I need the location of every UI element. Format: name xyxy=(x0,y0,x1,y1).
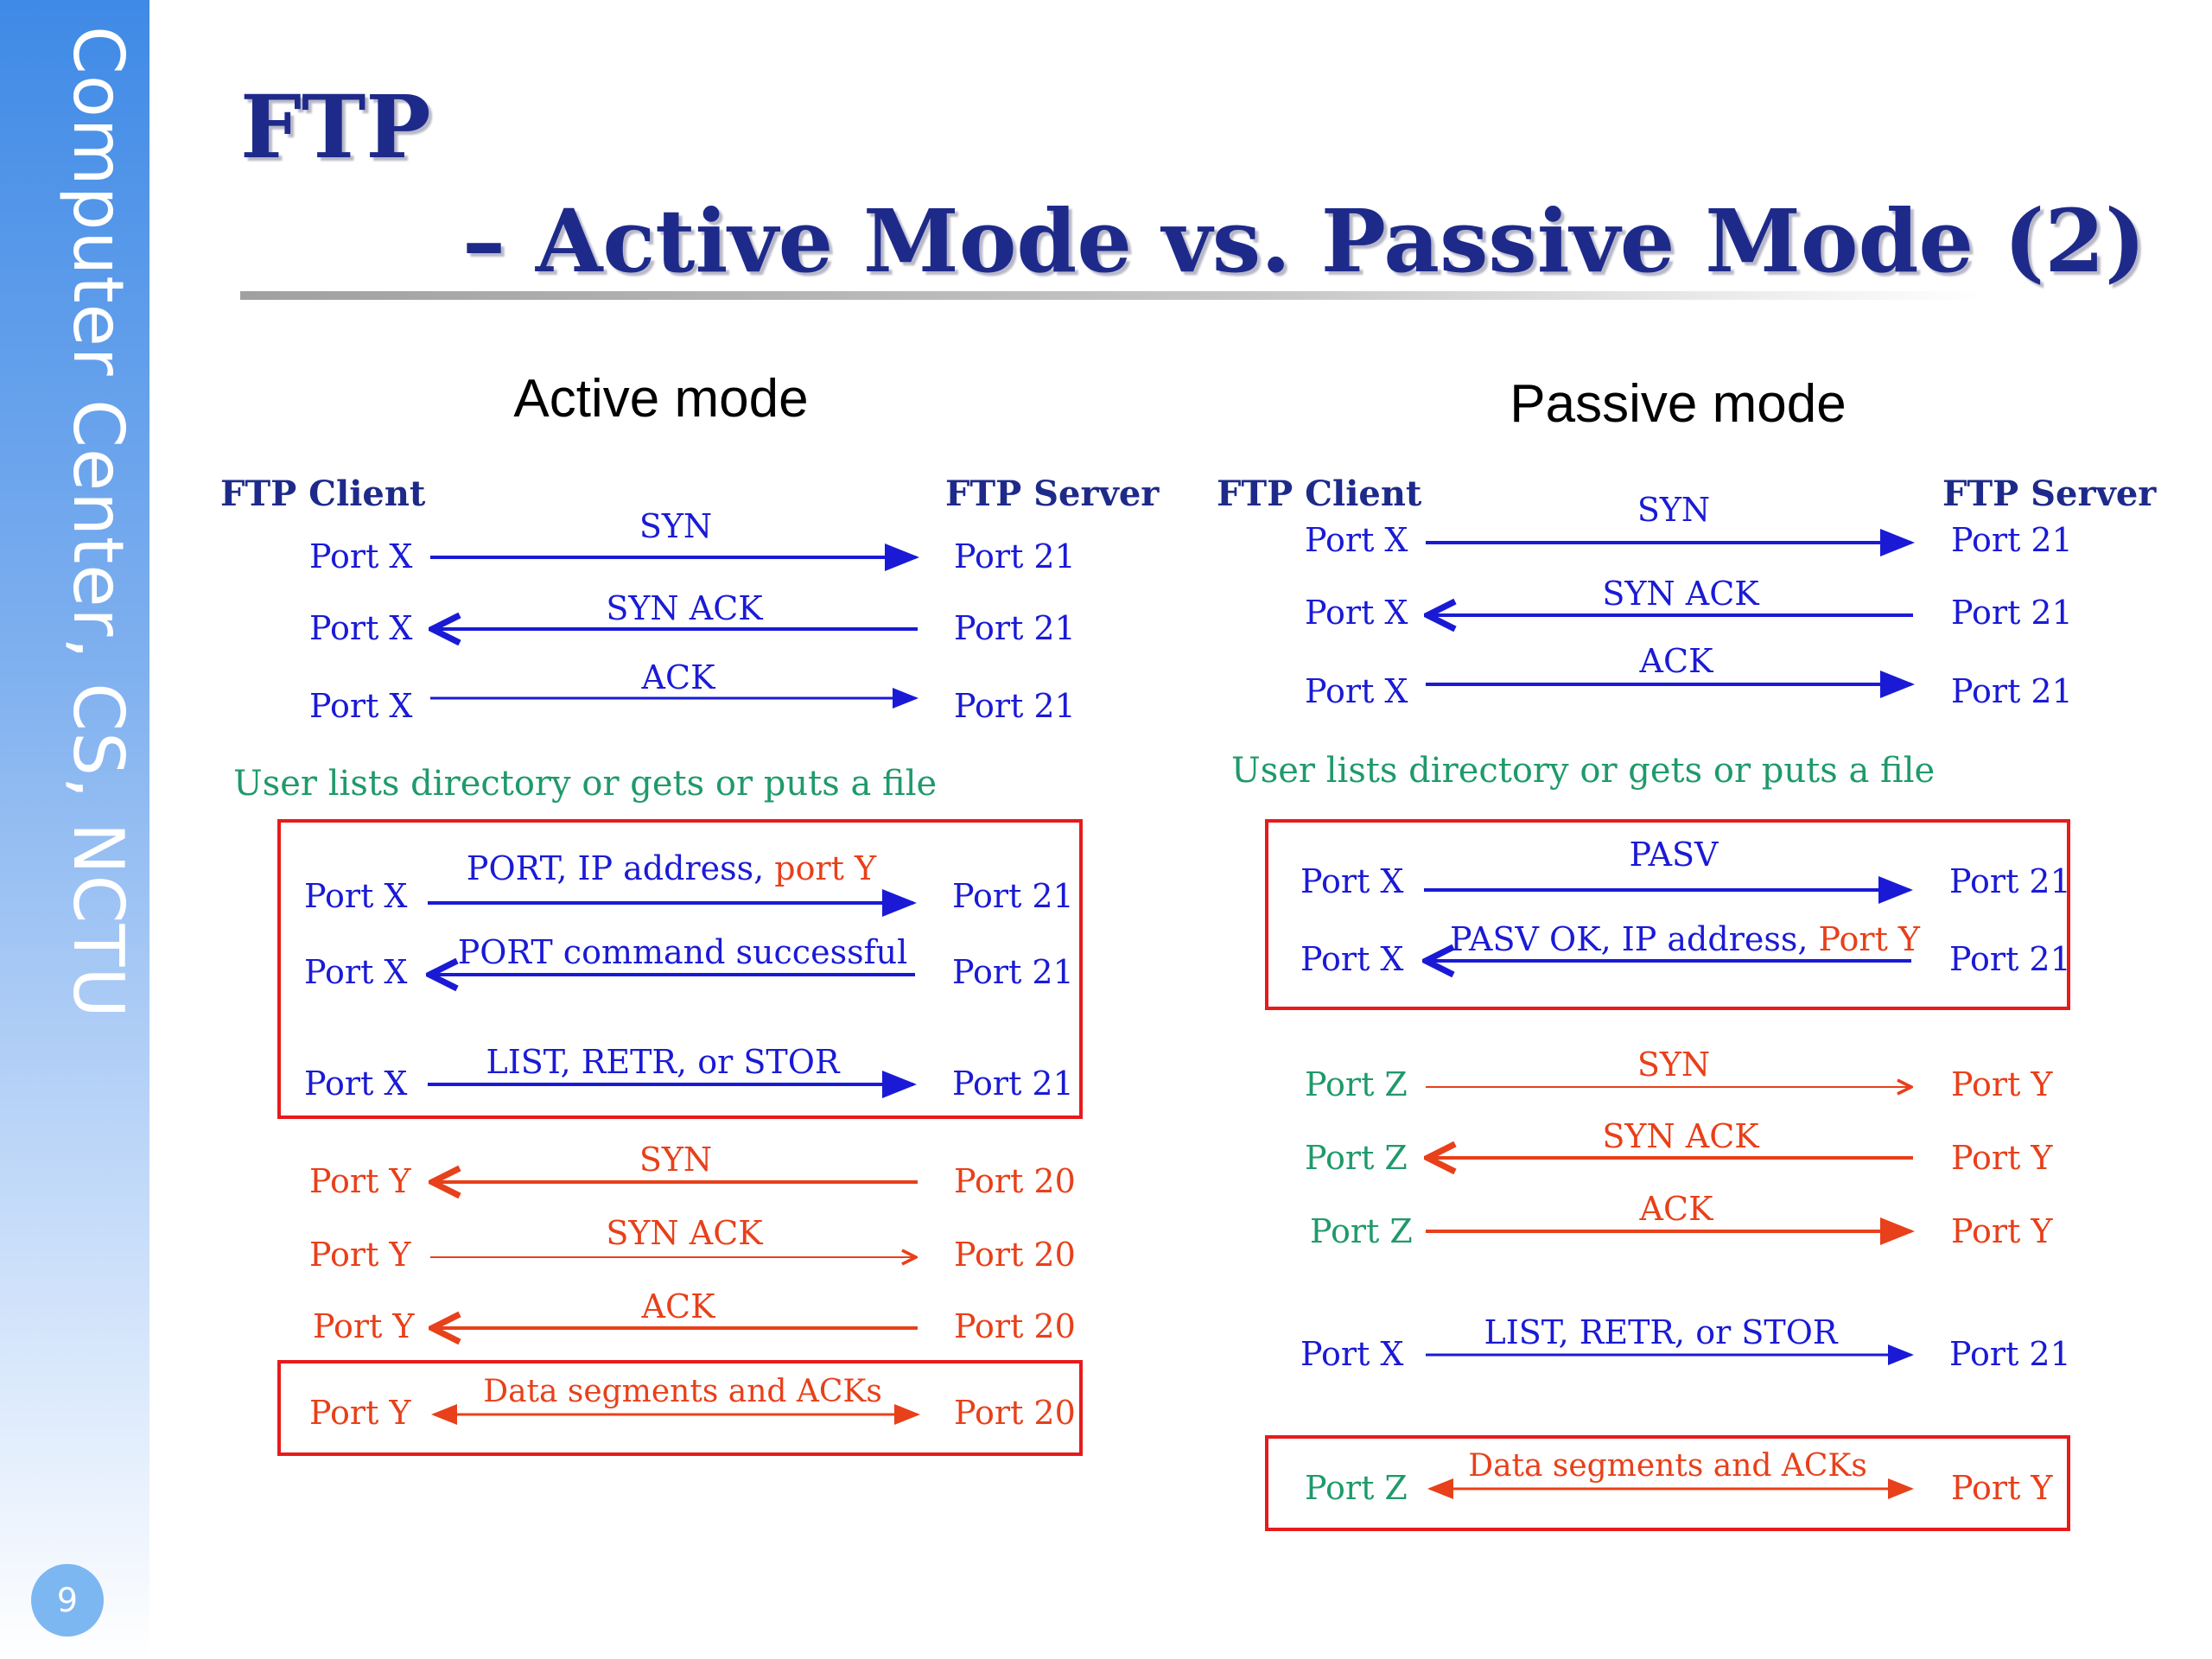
active-row-1: Port X SYN Port 21 xyxy=(309,507,1076,575)
active-row-5-left: Port X xyxy=(304,953,407,991)
passive-row-6-left: Port Z xyxy=(1305,1065,1408,1103)
page-number-badge: 9 xyxy=(31,1564,104,1637)
title-underline xyxy=(240,291,1986,300)
active-row-2: Port X SYN ACK Port 21 xyxy=(309,589,1076,647)
passive-client-label: FTP Client xyxy=(1217,474,1422,514)
passive-row-5-right: Port 21 xyxy=(1949,940,2071,978)
active-row-2-right: Port 21 xyxy=(954,609,1076,647)
passive-row-10: Port Z Data segments and ACKs Port Y xyxy=(1305,1448,2053,1507)
passive-row-5-left: Port X xyxy=(1300,940,1403,978)
passive-row-3-right: Port 21 xyxy=(1951,672,2073,710)
passive-row-8-label: ACK xyxy=(1639,1190,1714,1228)
passive-row-8-left: Port Z xyxy=(1310,1212,1413,1250)
active-row-4: Port X PORT, IP address, port Y Port 21 xyxy=(304,849,1074,917)
passive-row-6: Port Z SYN Port Y xyxy=(1305,1046,2053,1103)
slide-title-line-2: – Active Mode vs. Passive Mode (2) xyxy=(462,190,2146,292)
active-row-7-left: Port Y xyxy=(309,1162,411,1200)
active-control-box xyxy=(277,819,1083,1119)
passive-row-1-right: Port 21 xyxy=(1951,521,2073,559)
passive-row-7-left: Port Z xyxy=(1305,1139,1408,1177)
passive-mode-heading: Passive mode xyxy=(1510,374,1846,434)
active-row-4-left: Port X xyxy=(304,877,407,915)
passive-row-8-right: Port Y xyxy=(1951,1212,2053,1250)
passive-row-9: Port X LIST, RETR, or STOR Port 21 xyxy=(1300,1313,2071,1373)
active-row-8: Port Y SYN ACK Port 20 xyxy=(309,1214,1076,1274)
active-server-label: FTP Server xyxy=(945,474,1160,514)
passive-row-6-right: Port Y xyxy=(1951,1065,2053,1103)
passive-row-2: Port X SYN ACK Port 21 xyxy=(1305,575,2073,632)
passive-row-3-left: Port X xyxy=(1305,672,1408,710)
active-row-9-label: ACK xyxy=(641,1287,716,1325)
active-row-9-right: Port 20 xyxy=(954,1307,1076,1345)
active-mode-heading: Active mode xyxy=(513,369,808,429)
active-row-9: Port Y ACK Port 20 xyxy=(313,1287,1076,1345)
passive-row-5: Port X PASV OK, IP address, Port Y Port … xyxy=(1300,920,2071,978)
passive-row-2-right: Port 21 xyxy=(1951,594,2073,632)
passive-row-2-left: Port X xyxy=(1305,594,1408,632)
passive-row-7-label: SYN ACK xyxy=(1602,1117,1759,1155)
passive-row-3: Port X ACK Port 21 xyxy=(1305,642,2073,710)
passive-row-2-label: SYN ACK xyxy=(1602,575,1759,613)
passive-row-9-label: LIST, RETR, or STOR xyxy=(1484,1313,1839,1351)
active-row-6-right: Port 21 xyxy=(952,1065,1074,1103)
passive-note: User lists directory or gets or puts a f… xyxy=(1231,751,1935,791)
active-row-7: Port Y SYN Port 20 xyxy=(309,1141,1076,1200)
passive-row-3-label: ACK xyxy=(1639,642,1714,680)
active-row-9-left: Port Y xyxy=(313,1307,415,1345)
active-row-1-label: SYN xyxy=(639,507,712,545)
passive-control-box xyxy=(1265,819,2070,1010)
passive-data-box xyxy=(1265,1435,2070,1531)
active-data-box xyxy=(277,1360,1083,1456)
passive-row-10-right: Port Y xyxy=(1951,1469,2053,1507)
passive-row-1-label: SYN xyxy=(1637,491,1710,529)
passive-row-4: Port X PASV Port 21 xyxy=(1300,836,2071,904)
active-row-5-label: PORT command successful xyxy=(458,933,908,971)
passive-row-8: Port Z ACK Port Y xyxy=(1310,1190,2053,1250)
active-row-3-left: Port X xyxy=(309,687,412,725)
passive-row-7: Port Z SYN ACK Port Y xyxy=(1305,1117,2053,1177)
passive-row-7-right: Port Y xyxy=(1951,1139,2053,1177)
active-client-label: FTP Client xyxy=(220,474,426,514)
active-row-5-right: Port 21 xyxy=(952,953,1074,991)
active-note: User lists directory or gets or puts a f… xyxy=(233,764,937,804)
slide-title-line-1: FTP xyxy=(240,76,431,178)
active-row-5: Port X PORT command successful Port 21 xyxy=(304,933,1074,991)
passive-row-6-label: SYN xyxy=(1637,1046,1710,1084)
active-row-2-label: SYN ACK xyxy=(606,589,763,627)
active-row-2-left: Port X xyxy=(309,609,412,647)
active-row-8-label: SYN ACK xyxy=(606,1214,763,1252)
sidebar: Computer Center, CS, NCTU 9 xyxy=(0,0,149,1659)
passive-row-9-right: Port 21 xyxy=(1949,1335,2071,1373)
active-row-4-right: Port 21 xyxy=(952,877,1074,915)
active-row-6: Port X LIST, RETR, or STOR Port 21 xyxy=(304,1043,1074,1103)
active-row-7-right: Port 20 xyxy=(954,1162,1076,1200)
passive-row-4-left: Port X xyxy=(1300,862,1403,900)
passive-row-5-label: PASV OK, IP address, Port Y xyxy=(1450,920,1921,958)
active-row-7-label: SYN xyxy=(639,1141,712,1179)
passive-row-10-left: Port Z xyxy=(1305,1469,1408,1507)
passive-row-9-left: Port X xyxy=(1300,1335,1403,1373)
active-row-6-label: LIST, RETR, or STOR xyxy=(486,1043,841,1081)
active-row-10: Port Y Data segments and ACKs Port 20 xyxy=(309,1374,1076,1432)
active-row-3: Port X ACK Port 21 xyxy=(309,658,1076,725)
active-row-6-left: Port X xyxy=(304,1065,407,1103)
active-row-8-right: Port 20 xyxy=(954,1236,1076,1274)
active-row-10-label: Data segments and ACKs xyxy=(483,1374,882,1409)
active-row-1-left: Port X xyxy=(309,537,412,575)
passive-server-label: FTP Server xyxy=(1942,474,2157,514)
active-row-8-left: Port Y xyxy=(309,1236,411,1274)
passive-row-4-right: Port 21 xyxy=(1949,862,2071,900)
active-row-4-label: PORT, IP address, port Y xyxy=(467,849,877,887)
active-row-10-right: Port 20 xyxy=(954,1394,1076,1432)
active-row-10-left: Port Y xyxy=(309,1394,411,1432)
active-row-3-right: Port 21 xyxy=(954,687,1076,725)
passive-row-1-left: Port X xyxy=(1305,521,1408,559)
active-row-3-label: ACK xyxy=(641,658,716,696)
passive-row-10-label: Data segments and ACKs xyxy=(1468,1448,1867,1484)
passive-row-4-label: PASV xyxy=(1630,836,1719,874)
passive-row-1: Port X SYN Port 21 xyxy=(1305,491,2073,559)
active-row-1-right: Port 21 xyxy=(954,537,1076,575)
